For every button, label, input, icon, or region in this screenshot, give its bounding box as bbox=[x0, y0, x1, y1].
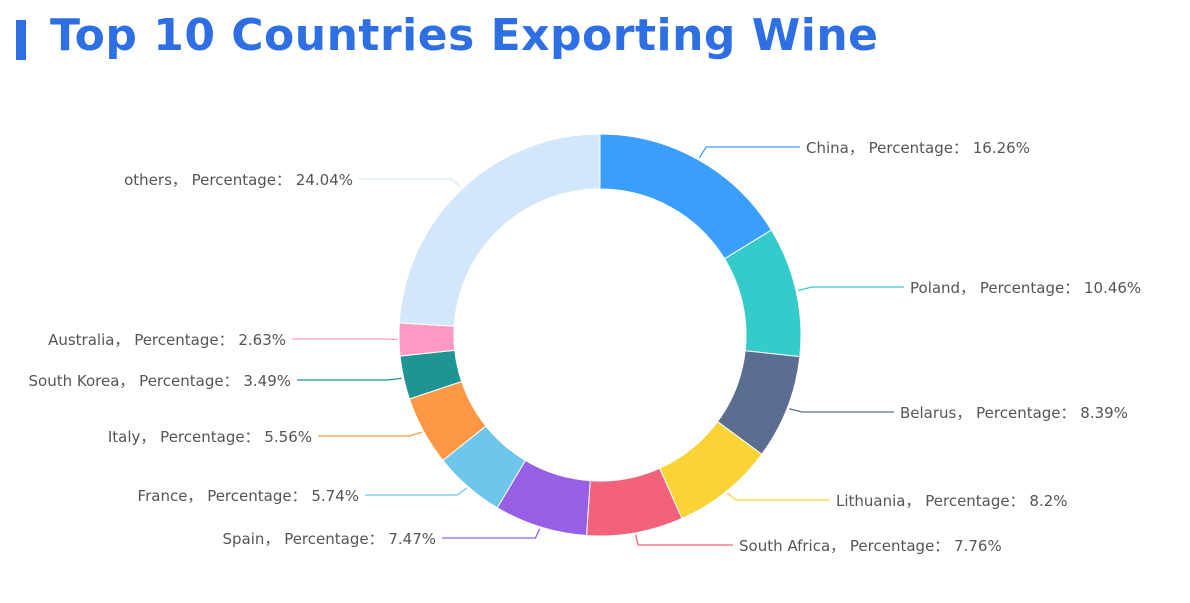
label-south-korea: South Korea， Percentage： 3.49% bbox=[29, 372, 291, 390]
slice-australia[interactable] bbox=[398, 322, 456, 357]
slice-labels: China， Percentage： 16.26% Poland， Percent… bbox=[29, 139, 1142, 555]
leader-line-italy bbox=[318, 431, 422, 437]
chart-title: Top 10 Countries Exporting Wine bbox=[50, 10, 879, 61]
label-italy: Italy， Percentage： 5.56% bbox=[108, 428, 312, 446]
label-lithuania: Lithuania， Percentage： 8.2% bbox=[836, 492, 1068, 510]
label-poland: Poland， Percentage： 10.46% bbox=[910, 279, 1141, 297]
leader-lines bbox=[292, 146, 904, 546]
label-others: others， Percentage： 24.04% bbox=[124, 171, 353, 189]
leader-line-poland bbox=[797, 286, 904, 292]
leader-line-south-africa bbox=[635, 534, 733, 546]
leader-line-france bbox=[365, 487, 468, 496]
slice-china[interactable] bbox=[599, 133, 773, 260]
leader-line-lithuania bbox=[726, 492, 830, 501]
label-france: France， Percentage： 5.74% bbox=[138, 487, 359, 505]
title-accent-bar bbox=[16, 20, 26, 60]
label-australia: Australia， Percentage： 2.63% bbox=[48, 331, 286, 349]
label-belarus: Belarus， Percentage： 8.39% bbox=[900, 404, 1128, 422]
label-china: China， Percentage： 16.26% bbox=[806, 139, 1030, 157]
leader-line-spain bbox=[442, 528, 541, 539]
leader-line-australia bbox=[292, 338, 398, 341]
leader-line-belarus bbox=[788, 408, 894, 413]
label-south-africa: South Africa， Percentage： 7.76% bbox=[739, 537, 1002, 555]
slice-others[interactable] bbox=[398, 133, 601, 327]
leader-line-south-korea bbox=[297, 377, 402, 381]
label-spain: Spain， Percentage： 7.47% bbox=[223, 530, 436, 548]
donut-slices bbox=[398, 133, 802, 537]
leader-line-china bbox=[698, 146, 800, 159]
leader-line-others bbox=[359, 178, 462, 188]
